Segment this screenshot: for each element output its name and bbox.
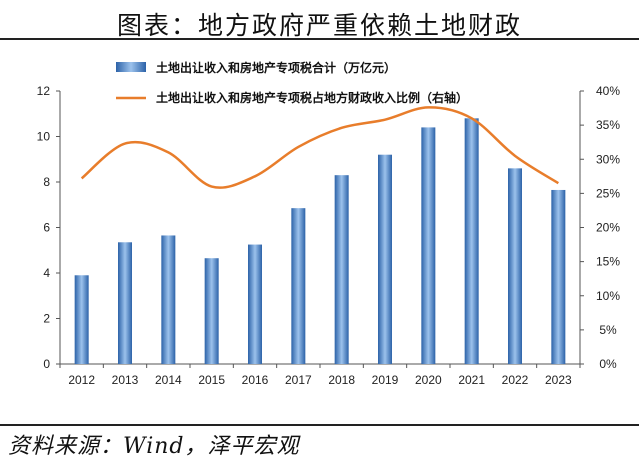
- title-rule: [0, 38, 639, 40]
- x-tick-label: 2012: [68, 373, 95, 387]
- bar: [118, 242, 132, 364]
- bar: [334, 175, 349, 364]
- y-right-tick-label: 35%: [596, 118, 620, 132]
- x-tick-label: 2020: [415, 373, 442, 387]
- x-tick-label: 2016: [242, 373, 269, 387]
- y-left-tick-label: 10: [37, 130, 51, 144]
- legend-bar-label: 土地出让收入和房地产专项税合计（万亿元）: [156, 60, 396, 75]
- bar: [378, 154, 392, 364]
- x-tick-label: 2015: [198, 373, 225, 387]
- bar: [161, 235, 176, 364]
- y-left-tick-label: 8: [43, 175, 50, 189]
- y-right-tick-label: 40%: [596, 84, 620, 98]
- x-tick-label: 2017: [285, 373, 312, 387]
- bar: [204, 258, 219, 364]
- x-tick-label: 2014: [155, 373, 182, 387]
- source-note: 资料来源：Wind，泽平宏观: [8, 434, 300, 459]
- legend-bar-swatch: [116, 62, 146, 72]
- x-tick-label: 2021: [458, 373, 485, 387]
- bar: [508, 168, 522, 364]
- y-right-tick-label: 0%: [599, 357, 617, 371]
- x-tick-label: 2023: [545, 373, 572, 387]
- y-left-tick-label: 4: [43, 266, 50, 280]
- y-right-tick-label: 5%: [599, 323, 617, 337]
- x-tick-label: 2013: [112, 373, 139, 387]
- ratio-line: [80, 106, 559, 189]
- bar: [464, 118, 479, 364]
- legend-line-label: 土地出让收入和房地产专项税占地方财政收入比例（右轴）: [156, 90, 468, 105]
- y-right-tick-label: 20%: [596, 221, 620, 235]
- x-tick-label: 2018: [328, 373, 355, 387]
- bar: [74, 275, 89, 364]
- y-right-tick-label: 10%: [596, 289, 620, 303]
- bar: [291, 208, 306, 364]
- x-tick-label: 2019: [372, 373, 399, 387]
- y-left-tick-label: 12: [37, 84, 51, 98]
- y-right-tick-label: 30%: [596, 152, 620, 166]
- x-tick-label: 2022: [502, 373, 529, 387]
- y-right-tick-label: 15%: [596, 255, 620, 269]
- bar: [551, 189, 566, 364]
- y-left-tick-label: 2: [43, 312, 50, 326]
- y-right-tick-label: 25%: [596, 186, 620, 200]
- page-title: 图表：地方政府严重依赖土地财政: [116, 11, 522, 40]
- footer-rule: [0, 424, 639, 426]
- bar: [421, 127, 436, 365]
- bar: [248, 244, 262, 364]
- y-left-tick-label: 6: [43, 221, 50, 235]
- y-left-tick-label: 0: [43, 357, 50, 371]
